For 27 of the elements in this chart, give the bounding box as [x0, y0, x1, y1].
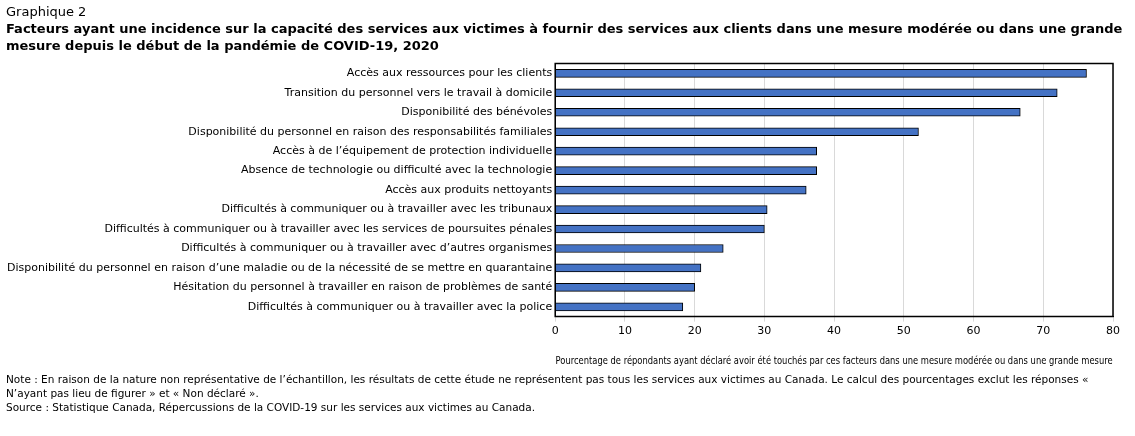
- x-tick-label: 10: [617, 324, 632, 338]
- y-tick-label: Absence de technologie ou difficulté avec la technologie: [241, 163, 553, 177]
- y-tick-label: Difficultés à communiquer ou à travailler avec les tribunaux: [221, 202, 553, 216]
- text: Graphique 2: [5, 3, 88, 20]
- x-tick-label: 40: [827, 324, 842, 338]
- y-tick-label: Transition du personnel vers le travail à domicile: [283, 85, 553, 99]
- x-tick-label: 80: [1106, 324, 1120, 338]
- x-tick-label: 50: [896, 324, 911, 338]
- y-tick-label: Difficultés à communiquer ou à travailler avec les services de poursuites pénales: [104, 221, 553, 235]
- y-tick-label: Difficultés à communiquer ou à travailler avec la police: [247, 299, 553, 313]
- x-tick-label: 0: [551, 324, 559, 338]
- y-tick-label: Accès aux ressources pour les clients: [346, 66, 553, 80]
- y-tick-label: Hésitation du personnel à travailler en raison de problèmes de santé: [173, 280, 553, 294]
- y-tick-label: Disponibilité des bénévoles: [401, 105, 553, 119]
- y-tick-label: Accès aux produits nettoyants: [385, 182, 553, 196]
- y-tick-label: Accès à de l’équipement de protection individuelle: [272, 144, 553, 158]
- chart-subtitle: Facteurs ayant une incidence sur la capacité des services aux victimes à fournir des services aux clients dans une mesure modérée ou dans une grande mesure depuis le début de la pandémie de COVID-19, 2020: [5, 20, 1124, 54]
- x-tick-label: 20: [687, 324, 702, 338]
- x-tick-label: 70: [1036, 324, 1051, 338]
- x-axis-title: Pourcentage de répondants ayant déclaré avoir été touchés par ces facteurs dans une mesure modérée ou dans une grande mesure: [555, 354, 1113, 367]
- x-tick-label: 30: [757, 324, 772, 338]
- text: Note : En raison de la nature non représentative de l’échantillon, les résultats de cette étude ne représentent pas tous les services aux victimes au Canada. Le calcul des pourcentages exclut les réponses « N’ayant pas lieu de figurer » et « Non déclaré ».: [6, 372, 1090, 400]
- y-tick-label: Disponibilité du personnel en raison d’une maladie ou de la nécessité de se mettre en quarantaine: [7, 260, 553, 274]
- x-tick-label: 60: [966, 324, 981, 338]
- y-tick-label: Disponibilité du personnel en raison des responsabilités familiales: [188, 124, 553, 138]
- source-note: Source : Statistique Canada, Répercussions de la COVID-19 sur les services aux victimes au Canada.: [6, 400, 537, 414]
- y-tick-label: Difficultés à communiquer ou à travailler avec d’autres organismes: [181, 241, 553, 255]
